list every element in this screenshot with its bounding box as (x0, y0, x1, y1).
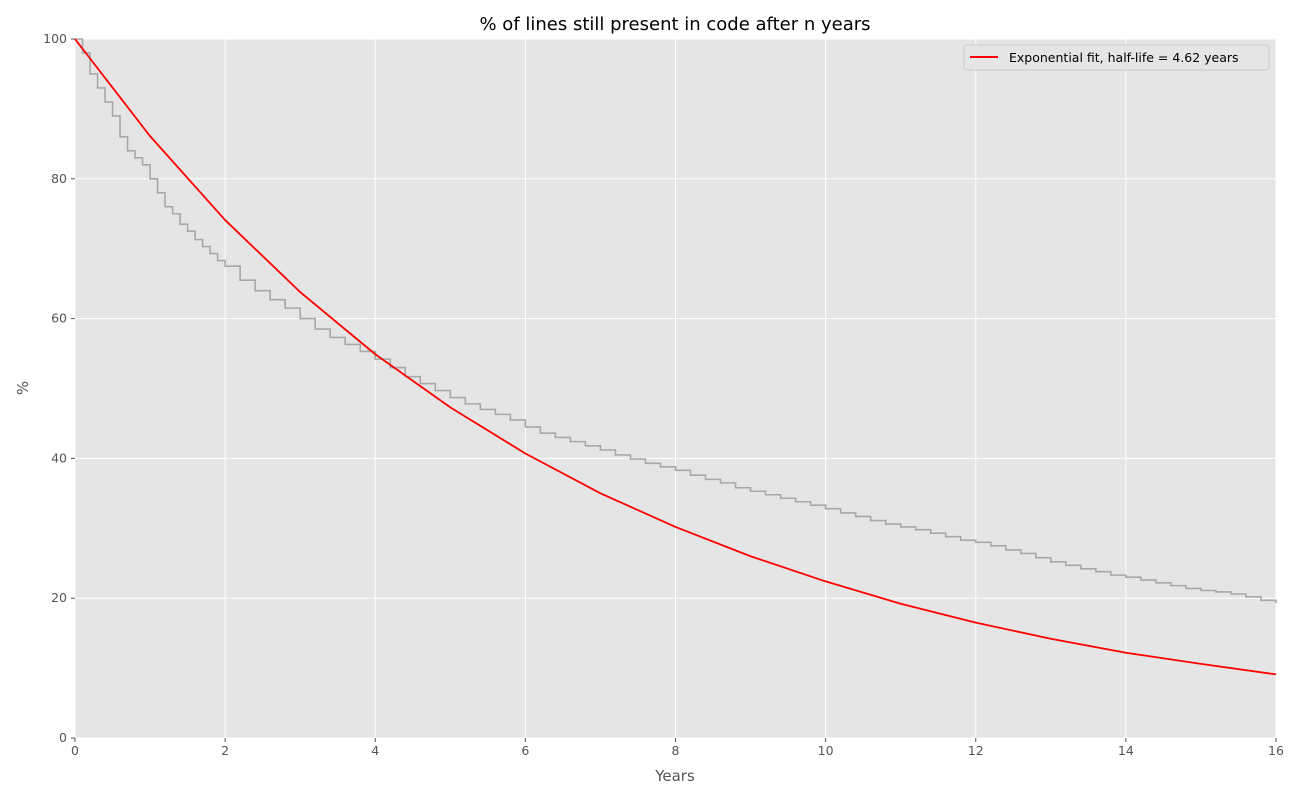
observed-survival-line (75, 38, 1277, 604)
x-tick-label: 2 (221, 743, 229, 758)
x-axis-label: Years (654, 767, 695, 785)
y-tick-label: 100 (43, 31, 67, 46)
y-tick-label: 40 (51, 450, 67, 465)
y-tick-label: 0 (59, 730, 67, 745)
x-tick-label: 10 (818, 743, 834, 758)
y-tick-label: 80 (51, 171, 67, 186)
y-tick-label: 20 (51, 590, 67, 605)
x-tick-label: 4 (371, 743, 379, 758)
x-tick-label: 6 (521, 743, 529, 758)
exponential-fit-line (74, 38, 1277, 676)
x-tick-label: 12 (968, 743, 984, 758)
legend-label: Exponential fit, half-life = 4.62 years (1009, 50, 1239, 65)
x-tick-label: 16 (1268, 743, 1284, 758)
legend-box (963, 44, 1270, 71)
axis-ticks: 0 2 4 6 8 10 12 14 16 0 20 40 60 80 100 (43, 31, 1284, 758)
series-layer (74, 38, 1277, 676)
x-tick-label: 14 (1118, 743, 1134, 758)
x-tick-label: 0 (71, 743, 79, 758)
chart-title: % of lines still present in code after n… (479, 14, 870, 35)
legend: Exponential fit, half-life = 4.62 years (963, 44, 1270, 71)
y-axis-label: % (14, 381, 32, 395)
x-tick-label: 8 (672, 743, 680, 758)
gridlines (74, 38, 1277, 739)
y-tick-label: 60 (51, 311, 67, 326)
